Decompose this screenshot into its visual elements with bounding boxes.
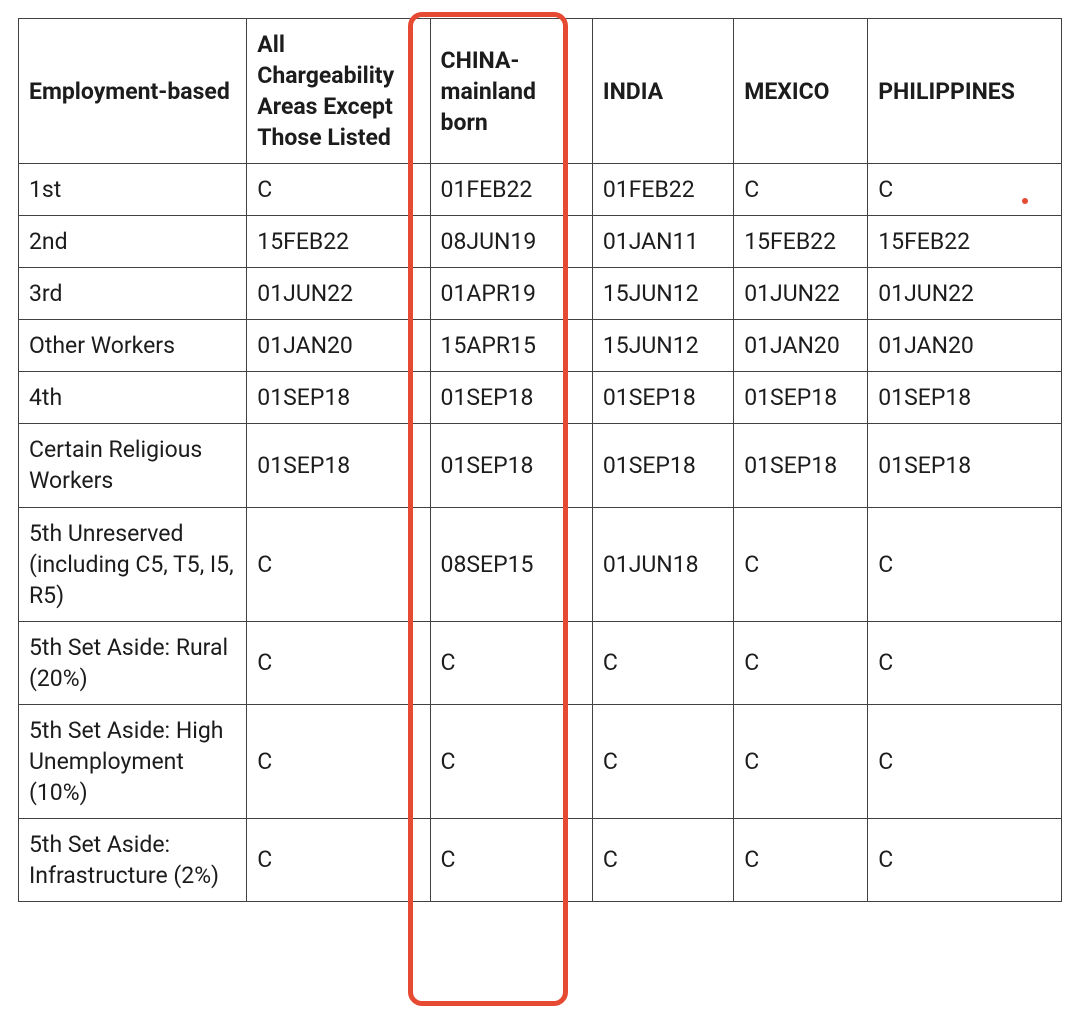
cell: C: [734, 164, 868, 216]
cell: 15FEB22: [734, 216, 868, 268]
cell: 01FEB22: [430, 164, 592, 216]
col-header-philippines: PHILIPPINES: [868, 19, 1062, 164]
cell: C: [734, 704, 868, 818]
cell: 01JUN22: [868, 268, 1062, 320]
cell: C: [247, 704, 430, 818]
cell: 01SEP18: [247, 372, 430, 424]
cell: 01SEP18: [247, 424, 430, 507]
cell: C: [868, 507, 1062, 621]
table-row: 5th Unreserved (including C5, T5, I5, R5…: [19, 507, 1062, 621]
cell: 15APR15: [430, 320, 592, 372]
cell: 01JAN20: [868, 320, 1062, 372]
cell: 15JUN12: [592, 320, 733, 372]
cell: C: [592, 704, 733, 818]
visa-bulletin-table-wrap: Employment-based All Chargeability Areas…: [18, 18, 1062, 902]
table-row: 2nd 15FEB22 08JUN19 01JAN11 15FEB22 15FE…: [19, 216, 1062, 268]
cell: C: [868, 818, 1062, 901]
cell: C: [868, 164, 1062, 216]
cell: C: [247, 621, 430, 704]
cell: 01SEP18: [734, 372, 868, 424]
col-header-all-areas: All Chargeability Areas Except Those Lis…: [247, 19, 430, 164]
table-row: 5th Set Aside: Infrastructure (2%) C C C…: [19, 818, 1062, 901]
cell: 01SEP18: [868, 424, 1062, 507]
cell: C: [592, 818, 733, 901]
cell: 5th Set Aside: High Unemployment (10%): [19, 704, 247, 818]
cell: 5th Set Aside: Infrastructure (2%): [19, 818, 247, 901]
cell: Certain Religious Workers: [19, 424, 247, 507]
cell: 01JAN11: [592, 216, 733, 268]
table-row: Other Workers 01JAN20 15APR15 15JUN12 01…: [19, 320, 1062, 372]
cell: 15JUN12: [592, 268, 733, 320]
table-row: Certain Religious Workers 01SEP18 01SEP1…: [19, 424, 1062, 507]
cell: 01JUN22: [247, 268, 430, 320]
cell: 3rd: [19, 268, 247, 320]
cell: 01APR19: [430, 268, 592, 320]
cell: 5th Set Aside: Rural (20%): [19, 621, 247, 704]
cell: C: [430, 818, 592, 901]
table-row: 5th Set Aside: Rural (20%) C C C C C: [19, 621, 1062, 704]
cell: 15FEB22: [247, 216, 430, 268]
cell: C: [247, 818, 430, 901]
cell: C: [734, 507, 868, 621]
cell: 4th: [19, 372, 247, 424]
cell: 08JUN19: [430, 216, 592, 268]
cell: 01SEP18: [592, 424, 733, 507]
col-header-mexico: MEXICO: [734, 19, 868, 164]
cell: 15FEB22: [868, 216, 1062, 268]
col-header-employment: Employment-based: [19, 19, 247, 164]
cell: 08SEP15: [430, 507, 592, 621]
cell: C: [247, 164, 430, 216]
cell: C: [430, 621, 592, 704]
cell: C: [430, 704, 592, 818]
table-row: 1st C 01FEB22 01FEB22 C C: [19, 164, 1062, 216]
cell: C: [868, 621, 1062, 704]
cell: 1st: [19, 164, 247, 216]
cell: Other Workers: [19, 320, 247, 372]
cell: C: [734, 818, 868, 901]
cell: 01FEB22: [592, 164, 733, 216]
cell: 01JAN20: [247, 320, 430, 372]
cell: 01SEP18: [430, 424, 592, 507]
visa-bulletin-table: Employment-based All Chargeability Areas…: [18, 18, 1062, 902]
cell: C: [592, 621, 733, 704]
table-header-row: Employment-based All Chargeability Areas…: [19, 19, 1062, 164]
cell: C: [247, 507, 430, 621]
cell: 01SEP18: [734, 424, 868, 507]
cell: 01SEP18: [430, 372, 592, 424]
col-header-india: INDIA: [592, 19, 733, 164]
table-row: 3rd 01JUN22 01APR19 15JUN12 01JUN22 01JU…: [19, 268, 1062, 320]
cell: 2nd: [19, 216, 247, 268]
table-row: 4th 01SEP18 01SEP18 01SEP18 01SEP18 01SE…: [19, 372, 1062, 424]
table-row: 5th Set Aside: High Unemployment (10%) C…: [19, 704, 1062, 818]
cell: 01JUN18: [592, 507, 733, 621]
cell: 01JAN20: [734, 320, 868, 372]
cell: 01JUN22: [734, 268, 868, 320]
cell: C: [734, 621, 868, 704]
cell: 01SEP18: [592, 372, 733, 424]
cell: 01SEP18: [868, 372, 1062, 424]
cell: C: [868, 704, 1062, 818]
cell: 5th Unreserved (including C5, T5, I5, R5…: [19, 507, 247, 621]
col-header-china: CHINA-mainland born: [430, 19, 592, 164]
